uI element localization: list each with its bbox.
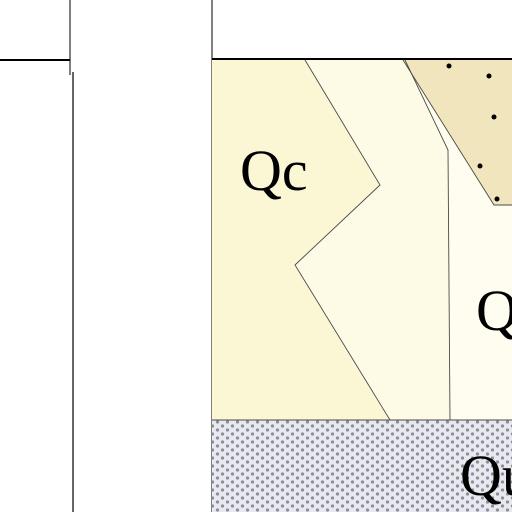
contact-qc — [294, 59, 391, 421]
dot — [491, 114, 497, 120]
unit-qc-fill — [212, 60, 390, 420]
unit-label-stippled-band: Qu — [460, 443, 512, 508]
unit-upper-middle-fill — [295, 60, 450, 420]
unit-label-upper-right: Q — [476, 278, 512, 343]
contact-wedge — [402, 59, 512, 206]
dot — [477, 163, 483, 169]
stippled-band — [212, 420, 512, 512]
contact-middle — [404, 59, 451, 421]
unit-label-qc: Qc — [240, 138, 308, 203]
wedge-dots — [446, 63, 500, 202]
dot — [446, 63, 452, 69]
dot — [486, 73, 492, 79]
contact-lines — [212, 59, 512, 421]
dot — [494, 196, 500, 202]
dotted-wedge-fill — [403, 60, 512, 205]
